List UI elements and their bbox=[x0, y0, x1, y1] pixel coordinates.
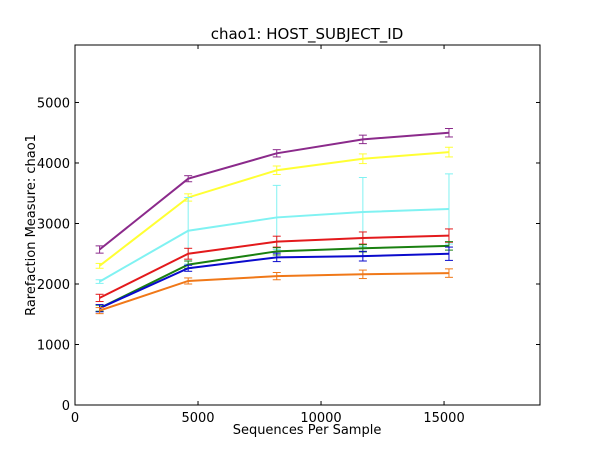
error-bar bbox=[95, 245, 104, 254]
series-line bbox=[98, 131, 450, 251]
plot-frame bbox=[74, 44, 541, 406]
x-tick-label-0: 0 bbox=[71, 411, 79, 426]
series-line bbox=[98, 151, 450, 267]
chart-title: chao1: HOST_SUBJECT_ID bbox=[211, 25, 404, 44]
axes-layer: 0 5000 10000 15000 0 1000 2000 3000 4000 5000 bbox=[37, 45, 540, 426]
series-5 bbox=[95, 246, 453, 313]
series-0 bbox=[95, 127, 453, 254]
series-1 bbox=[95, 146, 453, 269]
y-tick-label-0: 0 bbox=[62, 399, 70, 414]
series-line bbox=[99, 244, 449, 310]
series-line bbox=[99, 234, 449, 299]
series-line bbox=[99, 272, 449, 312]
x-axis-label: Sequences Per Sample bbox=[233, 423, 382, 438]
series-3 bbox=[95, 228, 453, 303]
x-tick-label-2: 10000 bbox=[300, 411, 341, 426]
x-tick-label-3: 15000 bbox=[423, 411, 464, 426]
y-tick-label-2: 2000 bbox=[37, 278, 70, 293]
y-axis-label: Rarefaction Measure: chao1 bbox=[24, 134, 39, 316]
y-tick-label-3: 3000 bbox=[37, 217, 70, 232]
y-tick-label-1: 1000 bbox=[37, 338, 70, 353]
series-6 bbox=[95, 268, 453, 315]
x-tick-label-1: 5000 bbox=[181, 411, 214, 426]
y-tick-label-5: 5000 bbox=[37, 96, 70, 111]
series-line bbox=[99, 252, 449, 310]
series-line bbox=[99, 207, 450, 283]
y-tick-label-4: 4000 bbox=[37, 157, 70, 172]
series-layer bbox=[95, 127, 453, 315]
